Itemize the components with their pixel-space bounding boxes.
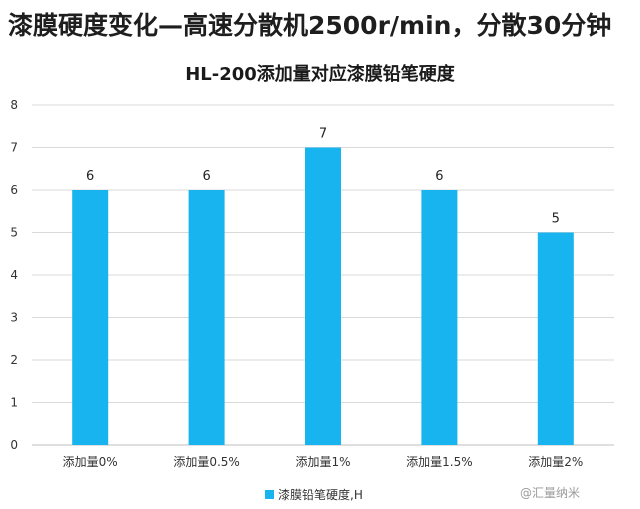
x-tick-label: 添加量0.5%	[173, 455, 240, 469]
legend: 漆膜铅笔硬度,H	[265, 486, 363, 503]
y-tick-label: 4	[10, 268, 18, 282]
bar	[421, 190, 458, 445]
y-tick-label: 6	[10, 183, 18, 197]
data-label: 6	[86, 169, 94, 184]
y-tick-label: 8	[10, 98, 18, 112]
headline: 漆膜硬度变化—高速分散机2500r/min，分散30分钟	[8, 11, 612, 40]
legend-swatch	[265, 490, 274, 499]
x-tick-label: 添加量1%	[295, 455, 350, 469]
chart-title: HL-200添加量对应漆膜铅笔硬度	[185, 64, 455, 85]
data-label: 6	[435, 169, 443, 184]
data-label: 5	[552, 212, 560, 227]
y-tick-label: 1	[10, 396, 18, 410]
bar	[305, 147, 341, 445]
bar	[72, 190, 109, 445]
bar	[537, 232, 574, 445]
bar	[188, 190, 225, 445]
y-tick-label: 0	[10, 438, 18, 452]
watermark: @汇量纳米	[520, 486, 581, 500]
x-tick-label: 添加量2%	[528, 455, 583, 469]
data-label: 7	[319, 127, 327, 142]
y-tick-label: 2	[10, 353, 18, 367]
y-tick-label: 5	[10, 226, 18, 240]
x-tick-label: 添加量1.5%	[406, 455, 473, 469]
legend-label: 漆膜铅笔硬度,H	[278, 488, 363, 502]
data-label: 6	[202, 169, 210, 184]
y-tick-label: 7	[10, 141, 18, 155]
y-tick-label: 3	[10, 311, 18, 325]
x-tick-label: 添加量0%	[63, 455, 118, 469]
